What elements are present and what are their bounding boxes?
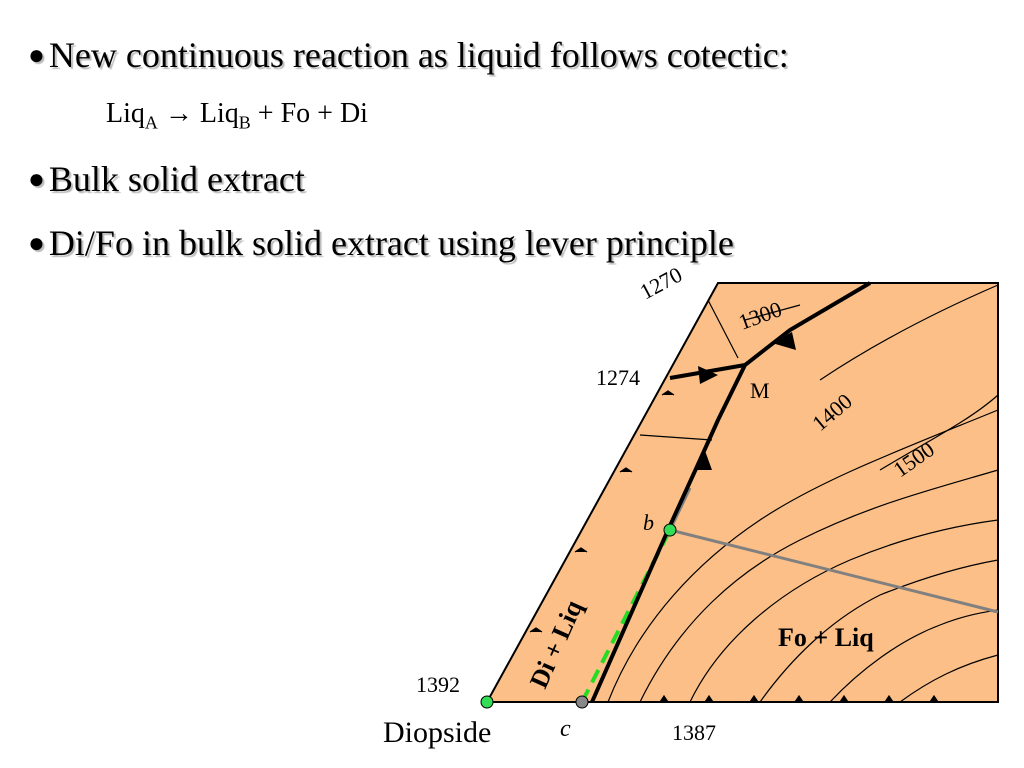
temp-label: 1274 bbox=[596, 365, 640, 390]
point-b bbox=[663, 523, 677, 537]
subscript: B bbox=[238, 112, 251, 133]
reaction-text: Liq bbox=[106, 98, 145, 129]
tick-marks bbox=[529, 390, 939, 703]
bullet-text: Bulk solid extract bbox=[48, 159, 305, 199]
bullet-text: Di/Fo in bulk solid extract using lever … bbox=[48, 223, 734, 263]
bullet: Di/Fo in bulk solid extract using lever … bbox=[28, 222, 734, 264]
subscript: A bbox=[144, 112, 158, 133]
tie-line bbox=[669, 528, 999, 614]
temp-label: 1387 bbox=[672, 720, 716, 745]
point-label: c bbox=[560, 716, 571, 742]
bullet: New continuous reaction as liquid follow… bbox=[28, 34, 789, 76]
reaction: LiqA → LiqB + Fo + Di bbox=[106, 98, 368, 134]
isotherms bbox=[607, 284, 999, 703]
reaction-text: → Liq bbox=[157, 98, 239, 129]
temp-label: 1270 bbox=[636, 262, 687, 305]
temp-label: 1392 bbox=[416, 672, 460, 697]
arrows bbox=[696, 332, 796, 470]
point-label: b bbox=[643, 510, 654, 535]
point-label: M bbox=[750, 378, 770, 403]
diagram-field bbox=[485, 282, 999, 703]
field-label: Fo + Liq bbox=[778, 623, 874, 652]
diopside-point bbox=[480, 695, 494, 709]
bullet: Bulk solid extract bbox=[28, 158, 305, 200]
mineral-label: Diopside bbox=[383, 716, 491, 749]
bullet-text: New continuous reaction as liquid follow… bbox=[48, 35, 789, 75]
reaction-text: + Fo + Di bbox=[250, 98, 368, 129]
point-c bbox=[575, 695, 589, 709]
